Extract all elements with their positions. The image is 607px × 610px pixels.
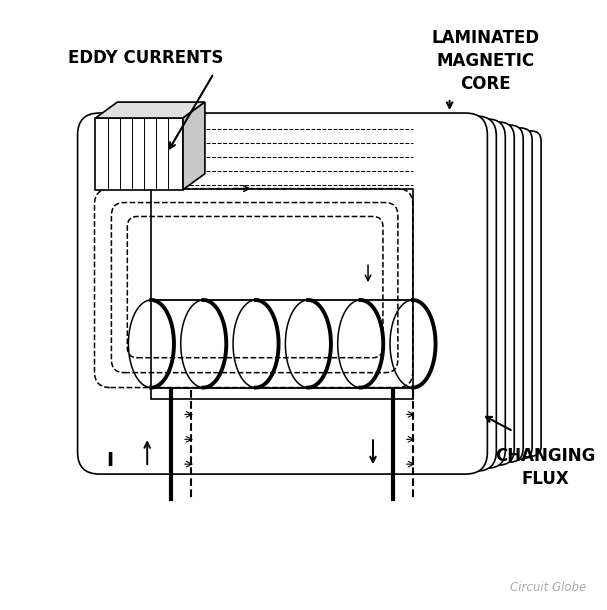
FancyBboxPatch shape [131, 131, 541, 456]
Text: I: I [106, 451, 113, 470]
FancyBboxPatch shape [123, 128, 532, 459]
Bar [95, 118, 183, 190]
Text: LAMINATED
MAGNETIC
CORE: LAMINATED MAGNETIC CORE [432, 29, 540, 93]
FancyBboxPatch shape [87, 116, 497, 471]
Bar [196, 204, 458, 384]
FancyBboxPatch shape [104, 122, 514, 465]
FancyBboxPatch shape [95, 119, 505, 468]
FancyBboxPatch shape [114, 125, 523, 462]
Bar [169, 195, 431, 393]
Text: Circuit Globe: Circuit Globe [510, 581, 587, 595]
Bar [187, 201, 449, 387]
Bar [205, 207, 467, 382]
Polygon shape [95, 102, 205, 118]
Text: CHANGING
FLUX: CHANGING FLUX [495, 447, 595, 488]
FancyBboxPatch shape [78, 113, 487, 474]
Bar [151, 188, 413, 400]
Bar [178, 198, 439, 390]
Bar [160, 192, 422, 396]
Text: EDDY CURRENTS: EDDY CURRENTS [67, 49, 223, 67]
Polygon shape [183, 102, 205, 190]
